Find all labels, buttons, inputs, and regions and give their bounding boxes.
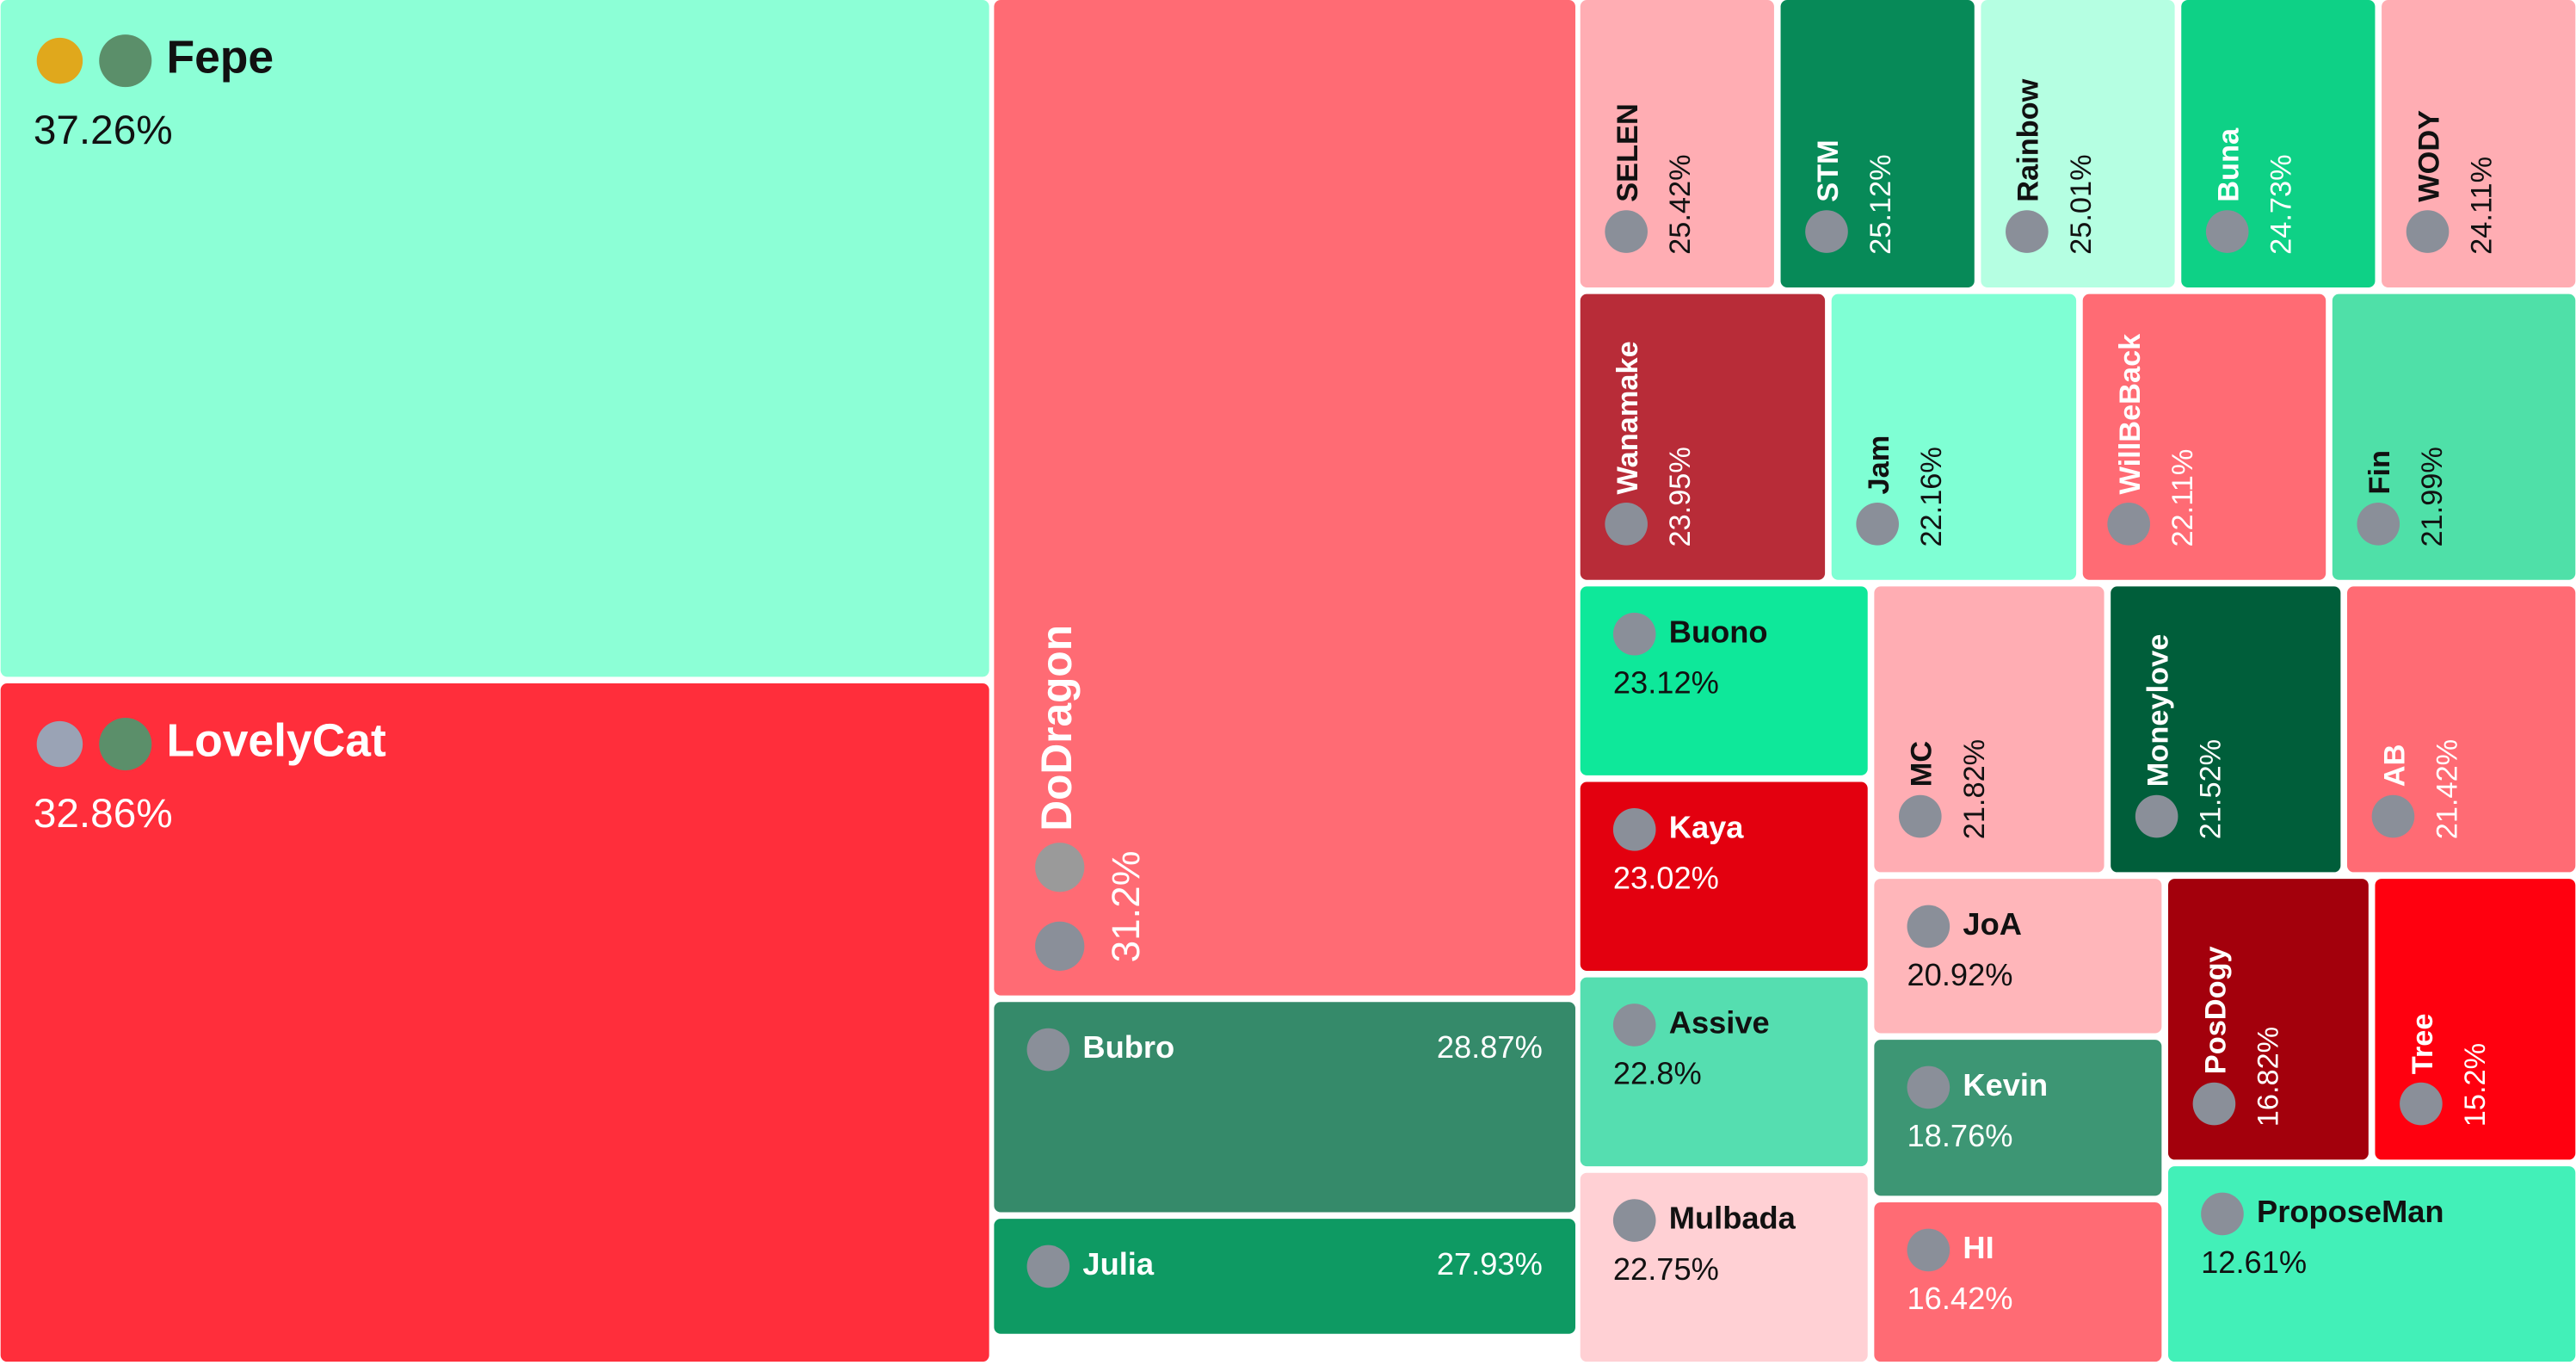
name: Bubro [1082,1029,1174,1065]
tile[interactable] [1580,293,1826,580]
name: Rainbow [2012,78,2045,201]
avatar [2357,503,2400,546]
percent: 25.01% [2065,154,2098,254]
avatar [1856,503,1899,546]
name: Fepe [166,33,274,83]
percent: 23.95% [1664,447,1697,547]
percent: 21.82% [1958,739,1991,839]
tile[interactable] [2082,293,2326,580]
tile[interactable] [994,1002,1575,1213]
percent: 22.75% [1613,1251,1719,1287]
name: Buono [1669,614,1768,649]
tile[interactable] [994,1219,1575,1334]
name: Assive [1669,1005,1770,1041]
avatar [2400,1082,2443,1126]
avatar [2107,503,2150,546]
percent: 20.92% [1907,957,2013,992]
name: MC [1906,741,1938,787]
avatar [1612,808,1656,851]
avatar [2192,1082,2236,1126]
avatar [1805,210,1848,253]
avatar [2006,210,2049,253]
tile[interactable] [0,682,989,1362]
name: Julia [1082,1246,1154,1282]
name: AB [2378,744,2411,788]
avatar [2201,1192,2244,1236]
name: Kevin [1963,1067,2048,1102]
percent: 37.26% [34,108,173,153]
tile[interactable] [2332,293,2576,580]
percent: 22.8% [1613,1056,1702,1091]
avatar [1907,905,1950,948]
avatar [1612,612,1656,656]
percent: 21.42% [2431,739,2463,839]
percent: 24.11% [2465,157,2498,255]
avatar [1605,503,1648,546]
name: Wanamake [1612,341,1644,494]
avatar [1035,843,1085,892]
tile[interactable] [1874,879,2162,1034]
name: JoA [1963,906,2021,942]
percent: 16.42% [1907,1281,2013,1316]
name: SELEN [1612,103,1644,202]
percent: 28.87% [1437,1029,1543,1065]
avatar [1898,794,1942,838]
name: Moneylove [2142,634,2175,788]
avatar [1612,1199,1656,1242]
medal [36,720,83,768]
avatar [1026,1028,1070,1072]
name: Fin [2363,450,2396,495]
tile[interactable] [994,0,1575,996]
percent: 32.86% [34,791,173,837]
avatar [2371,794,2415,838]
avatar [99,34,152,88]
name: Mulbada [1669,1201,1796,1236]
name: PosDogy [2199,946,2232,1074]
percent: 22.11% [2166,449,2199,547]
percent: 23.02% [1613,861,1719,896]
name: DoDragon [1032,625,1081,831]
tile[interactable] [0,0,989,677]
avatar [1612,1004,1656,1047]
name: Buna [2213,127,2246,202]
name: WODY [2413,110,2445,202]
avatar [2406,210,2450,253]
percent: 31.2% [1104,851,1148,963]
avatar [1026,1245,1070,1288]
name: HI [1963,1230,1994,1265]
percent: 22.16% [1915,447,1948,547]
avatar [1907,1228,1950,1272]
name: STM [1812,139,1845,202]
name: ProposeMan [2257,1194,2444,1229]
percent: 24.73% [2265,154,2298,254]
name: Tree [2407,1014,2439,1075]
medal [36,37,83,84]
avatar [2135,794,2179,838]
avatar [2205,210,2249,253]
percent: 21.52% [2195,739,2228,839]
name: WillBeBack [2114,333,2147,495]
percent: 16.82% [2252,1027,2284,1127]
name: LovelyCat [166,716,386,767]
avatar [1605,210,1648,253]
avatar [99,718,152,771]
name: Jam [1863,435,1895,495]
percent: 21.99% [2416,447,2449,547]
percent: 25.12% [1864,154,1897,254]
percent: 23.12% [1613,664,1719,700]
percent: 12.61% [2201,1245,2307,1280]
percent: 18.76% [1907,1118,2013,1153]
percent: 15.2% [2459,1043,2492,1127]
tile[interactable] [1831,293,2077,580]
tile[interactable] [2167,1166,2576,1362]
name: Kaya [1669,809,1744,844]
percent: 25.42% [1664,154,1697,254]
avatar [1035,921,1085,971]
percent: 27.93% [1437,1246,1543,1282]
avatar [1907,1065,1950,1109]
